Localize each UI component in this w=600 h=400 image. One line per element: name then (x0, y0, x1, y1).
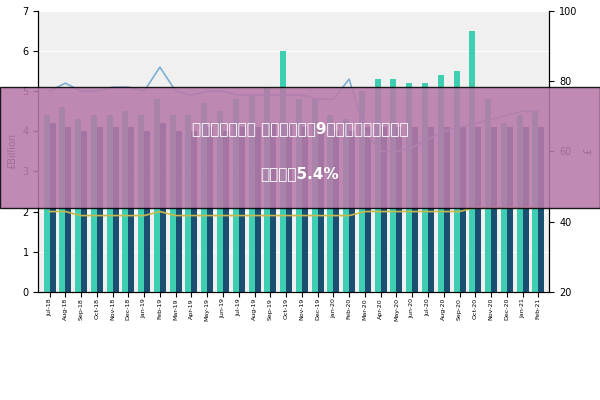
Bar (44, 115, 50, 292)
Bar (469, 31, 475, 292)
Bar (270, 123, 276, 292)
Bar (334, 131, 340, 292)
Bar (107, 115, 113, 292)
Bar (397, 127, 403, 292)
Bar (239, 127, 245, 292)
Bar (454, 71, 460, 292)
Bar (460, 127, 466, 292)
Bar (475, 127, 481, 292)
Bar (191, 131, 197, 292)
Bar (412, 127, 418, 292)
Bar (97, 127, 103, 292)
Bar (507, 127, 513, 292)
Bar (532, 111, 538, 292)
Bar (302, 127, 308, 292)
Bar (170, 115, 176, 292)
Bar (138, 115, 144, 292)
Bar (349, 131, 355, 292)
Bar (65, 127, 71, 292)
Bar (311, 99, 317, 292)
Bar (254, 127, 260, 292)
Bar (59, 107, 65, 292)
Bar (491, 127, 497, 292)
Bar (217, 111, 223, 292)
Text: 加値增长5.4%: 加値增长5.4% (260, 166, 340, 181)
Bar (122, 111, 128, 292)
Bar (280, 51, 286, 292)
Text: 期货配资是什么 国家统计局：9月份规模以上工业增: 期货配资是什么 国家统计局：9月份规模以上工业增 (191, 122, 409, 136)
Bar (422, 83, 428, 292)
Bar (264, 87, 270, 292)
Bar (343, 119, 349, 292)
Bar (523, 127, 529, 292)
Bar (113, 127, 119, 292)
Bar (248, 95, 254, 292)
Bar (207, 127, 213, 292)
Bar (444, 127, 450, 292)
Bar (160, 123, 166, 292)
Bar (233, 99, 239, 292)
Bar (296, 99, 302, 292)
Bar (154, 99, 160, 292)
Bar (359, 91, 365, 292)
Bar (286, 123, 292, 292)
Bar (391, 79, 397, 292)
Y-axis label: £: £ (583, 148, 593, 154)
Bar (438, 75, 444, 292)
Bar (81, 131, 87, 292)
Bar (485, 99, 491, 292)
Bar (517, 115, 523, 292)
Bar (201, 103, 207, 292)
Bar (538, 127, 544, 292)
Bar (328, 115, 334, 292)
Bar (128, 127, 134, 292)
Bar (75, 119, 81, 292)
Bar (185, 115, 191, 292)
Bar (144, 131, 150, 292)
Bar (50, 123, 56, 292)
Bar (365, 127, 371, 292)
Bar (317, 127, 323, 292)
Bar (428, 127, 434, 292)
Bar (223, 131, 229, 292)
Bar (176, 131, 182, 292)
Bar (91, 115, 97, 292)
Bar (501, 123, 507, 292)
Y-axis label: £Billion: £Billion (7, 133, 17, 170)
Bar (374, 79, 380, 292)
Bar (406, 83, 412, 292)
Bar (380, 127, 386, 292)
